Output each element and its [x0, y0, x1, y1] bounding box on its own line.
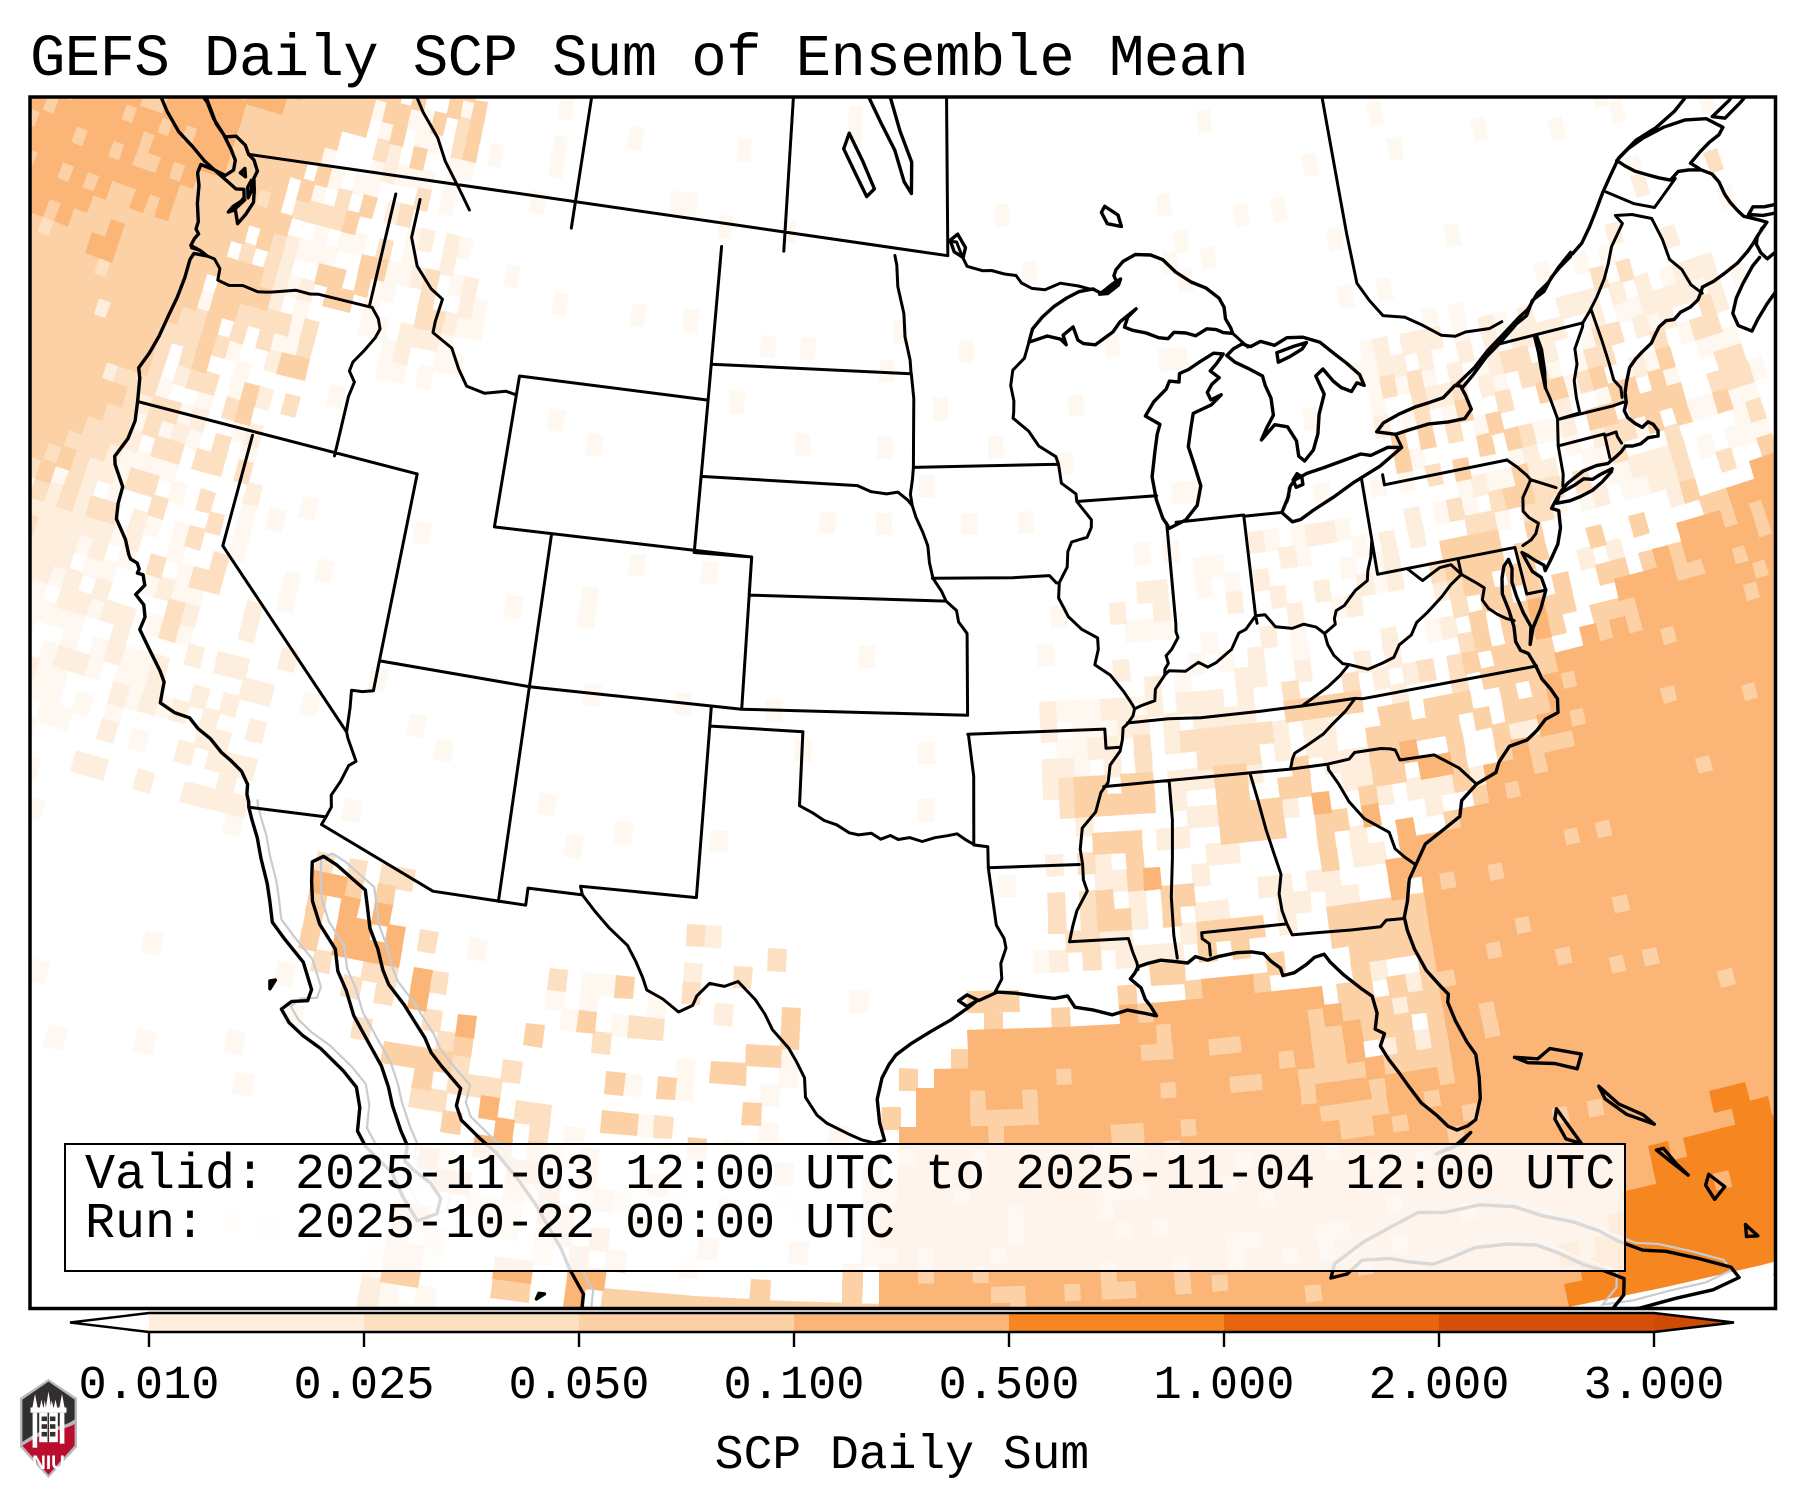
svg-text:0.025: 0.025	[293, 1360, 434, 1413]
svg-text:0.050: 0.050	[508, 1360, 649, 1413]
svg-text:NIU: NIU	[32, 1453, 65, 1474]
svg-text:2.000: 2.000	[1368, 1360, 1509, 1413]
svg-text:0.010: 0.010	[78, 1360, 219, 1413]
svg-text:SCP Daily Sum: SCP Daily Sum	[715, 1429, 1089, 1483]
svg-text:0.100: 0.100	[723, 1360, 864, 1413]
svg-text:1.000: 1.000	[1153, 1360, 1294, 1413]
svg-text:0.500: 0.500	[938, 1360, 1079, 1413]
svg-text:3.000: 3.000	[1583, 1360, 1724, 1413]
